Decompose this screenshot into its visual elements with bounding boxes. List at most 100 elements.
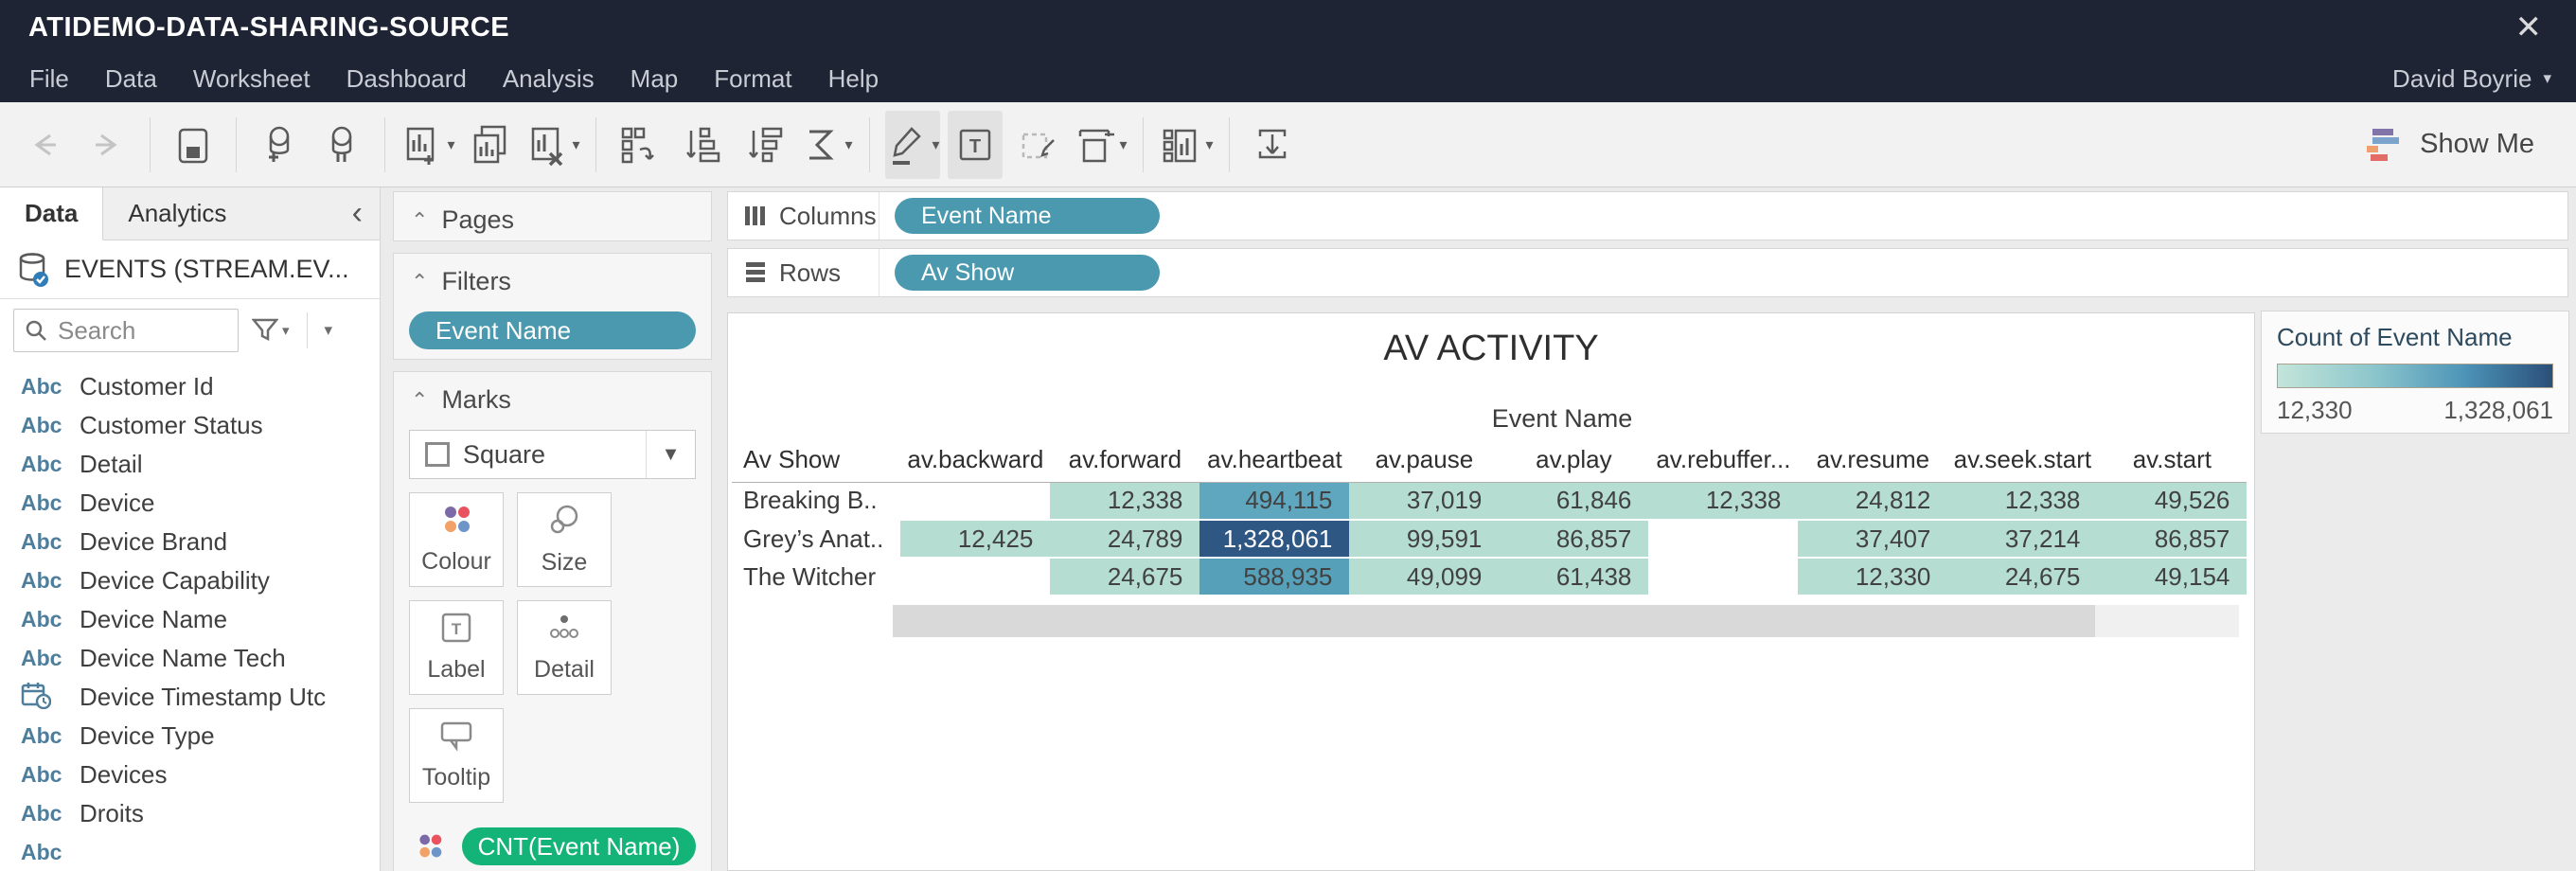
sort-ascending-button[interactable] [674, 111, 729, 179]
menu-item-file[interactable]: File [29, 63, 69, 93]
size-button[interactable]: Size [517, 492, 612, 587]
columns-shelf[interactable]: Columns Event Name [727, 191, 2568, 240]
save-button[interactable] [166, 111, 221, 179]
filter-pill[interactable]: Event Name [409, 311, 696, 349]
cell-value[interactable]: 12,338 [1947, 482, 2098, 521]
pill-av-show[interactable]: Av Show [895, 255, 1160, 291]
field-item[interactable]: Device Timestamp Utc [0, 678, 380, 717]
tooltip-button[interactable]: Tooltip [409, 708, 504, 803]
pages-card[interactable]: ⌃ Pages [393, 191, 712, 241]
cell-value[interactable]: 61,846 [1499, 482, 1649, 521]
show-hide-cards-button[interactable]: ▾ [1159, 111, 1214, 179]
cell-value[interactable] [1648, 520, 1799, 559]
swap-axes-button[interactable] [612, 111, 666, 179]
field-item[interactable]: Abc Customer Status [0, 406, 380, 445]
user-menu[interactable]: David Boyrie ▾ [2392, 64, 2576, 94]
menu-item-format[interactable]: Format [714, 63, 792, 93]
cell-value[interactable]: 86,857 [2097, 520, 2247, 559]
field-item[interactable]: Abc Device Name Tech [0, 639, 380, 678]
collapse-panel-icon[interactable]: ‹ [351, 195, 363, 231]
column-header[interactable]: av.heartbeat [1199, 438, 1350, 483]
cell-value[interactable]: 494,115 [1199, 482, 1350, 521]
row-label[interactable]: Grey’s Anat.. [732, 520, 901, 559]
tab-data[interactable]: Data [0, 187, 104, 240]
presentation-mode-button[interactable] [1245, 111, 1300, 179]
column-header[interactable]: av.pause [1349, 438, 1500, 483]
color-legend[interactable]: Count of Event Name 12,330 1,328,061 [2261, 311, 2569, 434]
menu-item-data[interactable]: Data [104, 63, 157, 93]
column-header[interactable]: av.resume [1798, 438, 1948, 483]
colour-button[interactable]: Colour [409, 492, 504, 587]
new-worksheet-button[interactable]: ▾ [400, 111, 455, 179]
cell-value[interactable]: 61,438 [1499, 558, 1649, 596]
cell-value[interactable]: 37,019 [1349, 482, 1500, 521]
field-item[interactable]: Abc Customer Id [0, 367, 380, 406]
close-icon[interactable]: ✕ [2514, 9, 2543, 45]
cell-value[interactable]: 12,338 [1050, 482, 1200, 521]
cell-value[interactable]: 24,789 [1050, 520, 1200, 559]
show-me-button[interactable]: Show Me [2363, 125, 2563, 165]
field-item[interactable]: Abc Device Brand [0, 523, 380, 561]
cell-value[interactable]: 1,328,061 [1199, 520, 1350, 559]
column-header[interactable]: av.forward [1050, 438, 1200, 483]
fit-selector-button[interactable]: ▾ [1073, 111, 1128, 179]
cell-value[interactable]: 49,154 [2097, 558, 2247, 596]
cell-value[interactable]: 12,330 [1798, 558, 1948, 596]
field-item[interactable]: Abc Devices [0, 755, 380, 794]
field-item[interactable]: Abc Device Name [0, 600, 380, 639]
column-header[interactable]: av.rebuffer... [1648, 438, 1799, 483]
column-header[interactable]: av.backward [900, 438, 1051, 483]
detail-button[interactable]: Detail [517, 600, 612, 695]
search-input[interactable]: Search [13, 309, 239, 352]
cell-value[interactable]: 12,338 [1648, 482, 1799, 521]
tab-analytics[interactable]: Analytics [128, 199, 227, 227]
cell-value[interactable]: 49,099 [1349, 558, 1500, 596]
cell-value[interactable] [900, 558, 1051, 596]
row-label[interactable]: Breaking B.. [732, 482, 901, 521]
measure-pill[interactable]: CNT(Event Name) [462, 827, 696, 865]
filter-fields-button[interactable]: ▾ [248, 314, 293, 347]
new-datasource-button[interactable] [252, 111, 307, 179]
menu-item-worksheet[interactable]: Worksheet [192, 63, 311, 93]
cell-value[interactable]: 24,812 [1798, 482, 1948, 521]
menu-item-map[interactable]: Map [630, 63, 679, 93]
field-item[interactable]: Abc Device Capability [0, 561, 380, 600]
row-label[interactable]: The Witcher [732, 558, 901, 596]
field-item[interactable]: Abc Device [0, 484, 380, 523]
datasource-row[interactable]: EVENTS (STREAM.EV... [0, 240, 380, 299]
horizontal-scrollbar[interactable] [893, 605, 2239, 637]
column-header[interactable]: av.start [2097, 438, 2247, 483]
column-header[interactable]: av.seek.start [1947, 438, 2098, 483]
cell-value[interactable]: 24,675 [1947, 558, 2098, 596]
cell-value[interactable] [900, 482, 1051, 521]
menu-item-help[interactable]: Help [827, 63, 879, 93]
mark-type-dropdown[interactable]: Square ▼ [409, 430, 696, 479]
undo-button[interactable] [17, 111, 72, 179]
cell-value[interactable] [1648, 558, 1799, 596]
cell-value[interactable]: 99,591 [1349, 520, 1500, 559]
redo-button[interactable] [80, 111, 134, 179]
rows-shelf[interactable]: Rows Av Show [727, 248, 2568, 297]
clear-sheet-button[interactable]: ▾ [525, 111, 580, 179]
label-button[interactable]: T Label [409, 600, 504, 695]
field-item[interactable]: Abc Detail [0, 445, 380, 484]
cell-value[interactable]: 49,526 [2097, 482, 2247, 521]
sort-descending-button[interactable] [737, 111, 791, 179]
cell-value[interactable]: 37,214 [1947, 520, 2098, 559]
totals-button[interactable]: ▾ [799, 111, 854, 179]
pill-event-name[interactable]: Event Name [895, 198, 1160, 234]
field-item[interactable]: Abc Device Type [0, 717, 380, 755]
show-mark-labels-button[interactable]: T [948, 110, 1003, 179]
fields-options-button[interactable]: ▾ [321, 317, 337, 344]
cell-value[interactable]: 12,425 [900, 520, 1051, 559]
pause-updates-button[interactable] [314, 111, 369, 179]
cell-value[interactable]: 37,407 [1798, 520, 1948, 559]
scrollbar-thumb[interactable] [893, 605, 2095, 637]
highlight-button[interactable]: ▾ [885, 110, 940, 179]
cell-value[interactable]: 588,935 [1199, 558, 1350, 596]
field-item[interactable]: Abc [0, 833, 380, 871]
menu-item-analysis[interactable]: Analysis [502, 63, 595, 93]
field-item[interactable]: Abc Droits [0, 794, 380, 833]
menu-item-dashboard[interactable]: Dashboard [346, 63, 467, 93]
cell-value[interactable]: 24,675 [1050, 558, 1200, 596]
